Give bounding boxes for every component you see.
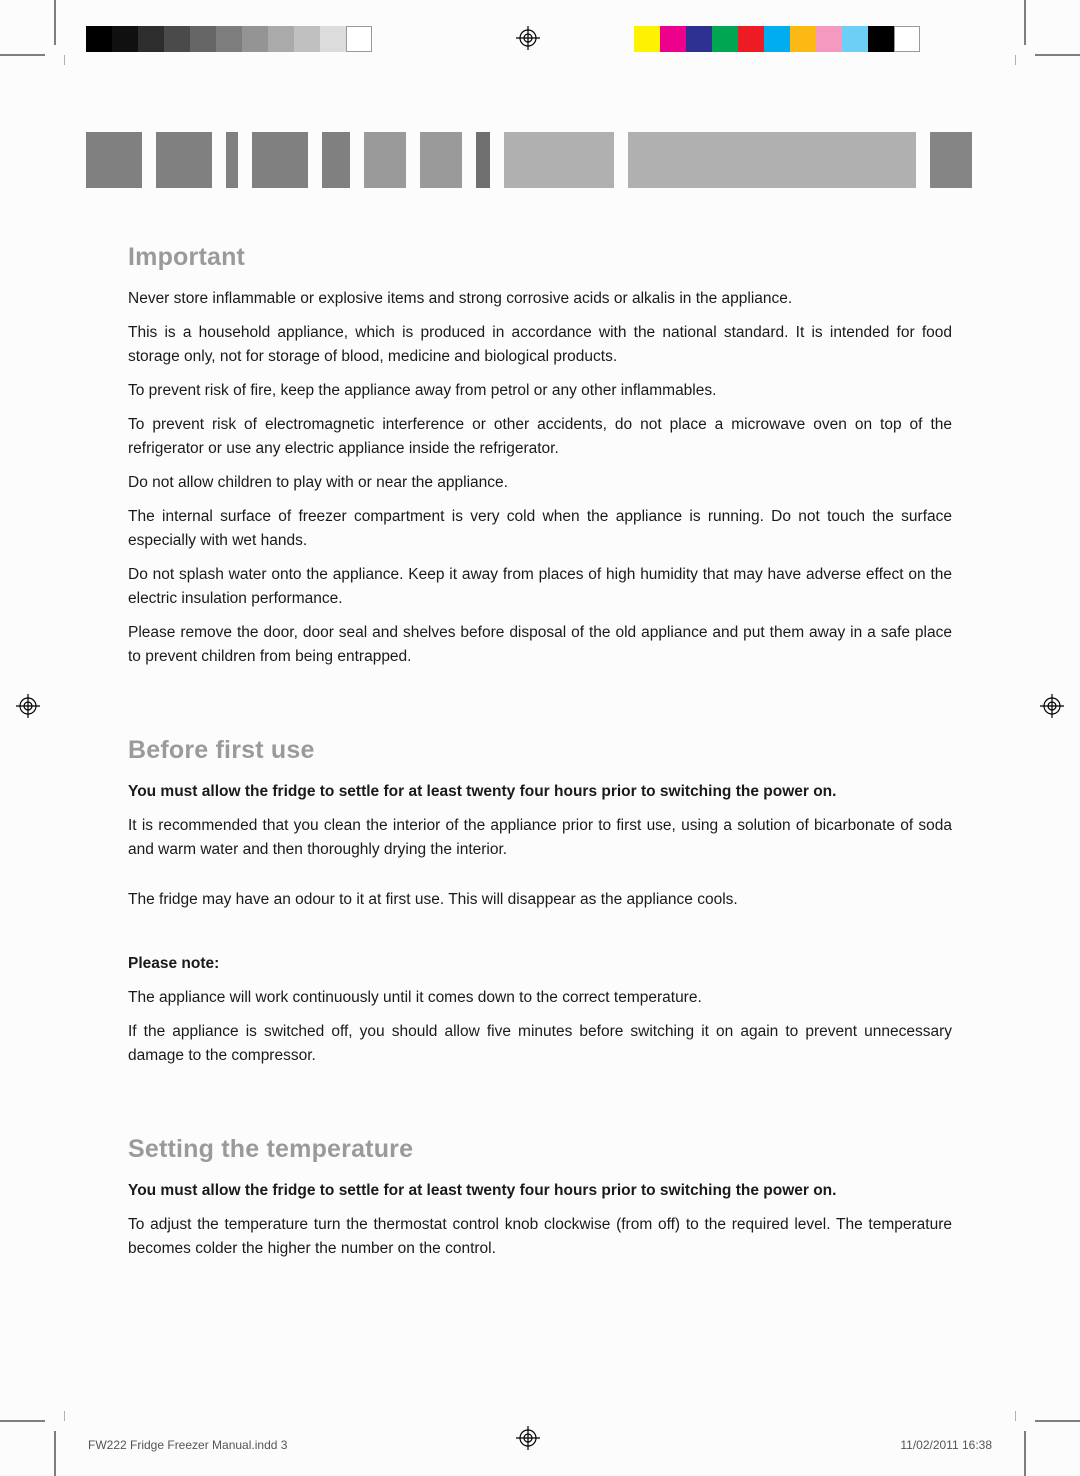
- body-text: Do not allow children to play with or ne…: [128, 471, 952, 495]
- body-text: To prevent risk of electromagnetic inter…: [128, 413, 952, 461]
- crop-mark-tr: [1010, 0, 1080, 70]
- registration-mark-right: [1040, 694, 1064, 718]
- crop-mark-br: [1010, 1406, 1080, 1476]
- decoration-block: [628, 132, 916, 188]
- color-swatch: [764, 26, 790, 52]
- before-bold-instruction: You must allow the fridge to settle for …: [128, 780, 952, 804]
- color-swatch: [868, 26, 894, 52]
- decoration-block: [252, 132, 308, 188]
- decoration-block: [504, 132, 614, 188]
- body-text: To adjust the temperature turn the therm…: [128, 1213, 952, 1261]
- color-swatch: [738, 26, 764, 52]
- body-text: Never store inflammable or explosive ite…: [128, 287, 952, 311]
- decoration-block: [156, 132, 212, 188]
- registration-mark-top: [516, 26, 540, 50]
- body-text: The fridge may have an odour to it at fi…: [128, 888, 952, 912]
- decoration-block: [406, 132, 420, 188]
- registration-mark-left: [16, 694, 40, 718]
- guide-line: [1015, 55, 1016, 65]
- decoration-block: [476, 132, 490, 188]
- color-swatch: [894, 26, 920, 52]
- guide-line: [64, 1411, 65, 1421]
- color-swatch: [216, 26, 242, 52]
- color-swatch: [346, 26, 372, 52]
- color-swatch: [660, 26, 686, 52]
- heading-before-first-use: Before first use: [128, 731, 952, 770]
- color-swatch: [268, 26, 294, 52]
- body-text: Do not splash water onto the appliance. …: [128, 563, 952, 611]
- color-swatch: [294, 26, 320, 52]
- page-footer: FW222 Fridge Freezer Manual.indd 3 11/02…: [88, 1438, 992, 1452]
- heading-important: Important: [128, 238, 952, 277]
- color-swatch: [320, 26, 346, 52]
- decoration-block: [226, 132, 238, 188]
- heading-setting-temperature: Setting the temperature: [128, 1130, 952, 1169]
- please-note-label: Please note:: [128, 952, 952, 976]
- header-decoration-bars: [86, 132, 994, 188]
- body-text: It is recommended that you clean the int…: [128, 814, 952, 862]
- decoration-block: [614, 132, 628, 188]
- decoration-block: [364, 132, 406, 188]
- body-text: The appliance will work continuously unt…: [128, 986, 952, 1010]
- footer-filename: FW222 Fridge Freezer Manual.indd 3: [88, 1438, 287, 1452]
- color-swatch: [842, 26, 868, 52]
- decoration-block: [916, 132, 930, 188]
- body-text: The internal surface of freezer compartm…: [128, 505, 952, 553]
- section-important: Important Never store inflammable or exp…: [128, 238, 952, 669]
- print-colorbar-grayscale: [86, 26, 372, 52]
- color-swatch: [712, 26, 738, 52]
- section-setting-temperature: Setting the temperature You must allow t…: [128, 1130, 952, 1261]
- body-text: To prevent risk of fire, keep the applia…: [128, 379, 952, 403]
- decoration-block: [462, 132, 476, 188]
- body-text: If the appliance is switched off, you sh…: [128, 1020, 952, 1068]
- decoration-block: [142, 132, 156, 188]
- color-swatch: [190, 26, 216, 52]
- decoration-block: [322, 132, 350, 188]
- section-before-first-use: Before first use You must allow the frid…: [128, 731, 952, 1068]
- decoration-block: [212, 132, 226, 188]
- footer-timestamp: 11/02/2011 16:38: [900, 1438, 992, 1452]
- guide-line: [64, 55, 65, 65]
- decoration-block: [930, 132, 972, 188]
- body-text: Please remove the door, door seal and sh…: [128, 621, 952, 669]
- color-swatch: [634, 26, 660, 52]
- decoration-block: [490, 132, 504, 188]
- crop-mark-bl: [0, 1406, 70, 1476]
- print-colorbar-colors: [634, 26, 920, 52]
- color-swatch: [112, 26, 138, 52]
- decoration-block: [308, 132, 322, 188]
- color-swatch: [790, 26, 816, 52]
- guide-line: [1015, 1411, 1016, 1421]
- color-swatch: [686, 26, 712, 52]
- color-swatch: [86, 26, 112, 52]
- setting-bold-instruction: You must allow the fridge to settle for …: [128, 1179, 952, 1203]
- decoration-block: [238, 132, 252, 188]
- color-swatch: [164, 26, 190, 52]
- color-swatch: [816, 26, 842, 52]
- color-swatch: [138, 26, 164, 52]
- decoration-block: [86, 132, 142, 188]
- decoration-block: [420, 132, 462, 188]
- decoration-block: [350, 132, 364, 188]
- body-text: This is a household appliance, which is …: [128, 321, 952, 369]
- color-swatch: [242, 26, 268, 52]
- crop-mark-tl: [0, 0, 70, 70]
